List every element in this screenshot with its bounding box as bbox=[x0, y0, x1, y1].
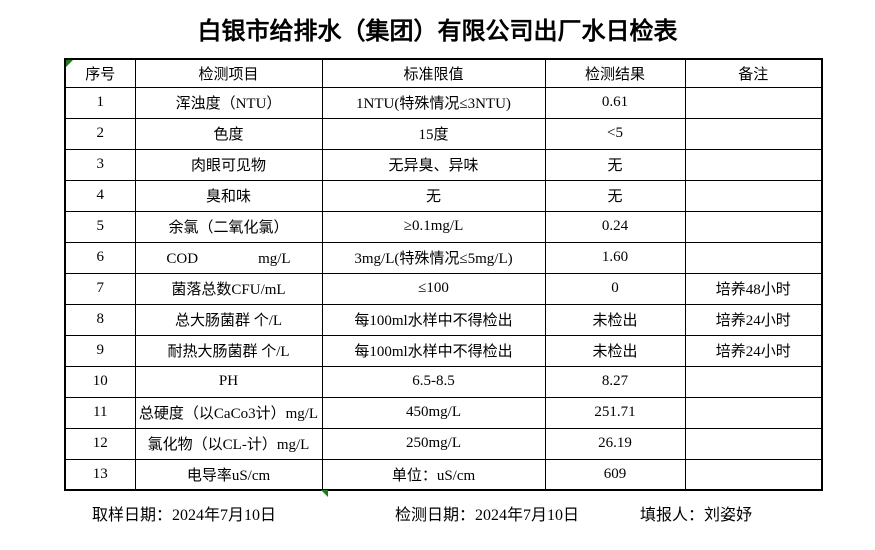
cell-standard[interactable]: ≥0.1mg/L bbox=[321, 210, 546, 243]
cell-index[interactable]: 12 bbox=[64, 427, 136, 460]
cell-standard[interactable]: 无异臭、异味 bbox=[321, 148, 546, 181]
cell-standard[interactable]: 1NTU(特殊情况≤3NTU) bbox=[321, 86, 546, 119]
col-header-remark[interactable]: 备注 bbox=[684, 58, 823, 88]
cell-note[interactable] bbox=[684, 210, 823, 243]
cell-index[interactable]: 3 bbox=[64, 148, 136, 181]
table-row: 12 氯化物（以CL-计）mg/L 250mg/L 26.19 bbox=[64, 427, 823, 460]
cell-standard[interactable]: 6.5-8.5 bbox=[321, 365, 546, 398]
cell-result[interactable]: 0.61 bbox=[544, 86, 686, 119]
cell-note[interactable] bbox=[684, 365, 823, 398]
cell-note[interactable] bbox=[684, 86, 823, 119]
cell-index[interactable]: 6 bbox=[64, 241, 136, 274]
reporter-name: 填报人：刘姿妤 bbox=[640, 507, 753, 524]
sheet-title: 白银市给排水（集团）有限公司出厂水日检表 bbox=[197, 19, 678, 45]
cell-note[interactable] bbox=[684, 427, 823, 460]
cell-index[interactable]: 9 bbox=[64, 334, 136, 367]
cell-index[interactable]: 5 bbox=[64, 210, 136, 243]
table-row: 9 耐热大肠菌群 个/L 每100ml水样中不得检出 未检出 培养24小时 bbox=[64, 334, 823, 367]
col-header-item[interactable]: 检测项目 bbox=[134, 58, 323, 88]
cell-index[interactable]: 7 bbox=[64, 272, 136, 305]
cell-index[interactable]: 11 bbox=[64, 396, 136, 429]
cell-note[interactable] bbox=[684, 396, 823, 429]
cell-result[interactable]: 0 bbox=[544, 272, 686, 305]
table-row: 5 余氯（二氧化氯） ≥0.1mg/L 0.24 bbox=[64, 210, 823, 243]
cell-standard[interactable]: ≤100 bbox=[321, 272, 546, 305]
cell-result[interactable]: 8.27 bbox=[544, 365, 686, 398]
table-row: 2 色度 15度 <5 bbox=[64, 117, 823, 150]
cell-note[interactable]: 培养48小时 bbox=[684, 272, 823, 305]
cell-standard[interactable]: 每100ml水样中不得检出 bbox=[321, 334, 546, 367]
cell-item[interactable]: 臭和味 bbox=[134, 179, 323, 212]
cell-standard[interactable]: 250mg/L bbox=[321, 427, 546, 460]
cell-result[interactable]: 无 bbox=[544, 148, 686, 181]
cell-item[interactable]: 氯化物（以CL-计）mg/L bbox=[134, 427, 323, 460]
cell-item[interactable]: 菌落总数CFU/mL bbox=[134, 272, 323, 305]
cell-standard[interactable]: 15度 bbox=[321, 117, 546, 150]
cell-index[interactable]: 8 bbox=[64, 303, 136, 336]
excel-error-triangle-icon bbox=[321, 490, 328, 497]
col-header-index[interactable]: 序号 bbox=[64, 58, 136, 88]
table-row: 4 臭和味 无 无 bbox=[64, 179, 823, 212]
excel-error-triangle-icon bbox=[66, 60, 73, 67]
cell-item[interactable]: 总硬度（以CaCo3计）mg/L bbox=[134, 396, 323, 429]
cell-result[interactable]: 251.71 bbox=[544, 396, 686, 429]
table-row: 13 电导率uS/cm 单位：uS/cm 609 bbox=[64, 458, 823, 491]
cell-item[interactable]: 总大肠菌群 个/L bbox=[134, 303, 323, 336]
cell-note[interactable]: 培养24小时 bbox=[684, 334, 823, 367]
cell-result[interactable]: 609 bbox=[544, 458, 686, 491]
cell-standard[interactable]: 无 bbox=[321, 179, 546, 212]
cell-result[interactable]: 0.24 bbox=[544, 210, 686, 243]
cell-result[interactable]: 26.19 bbox=[544, 427, 686, 460]
table-row: 7 菌落总数CFU/mL ≤100 0 培养48小时 bbox=[64, 272, 823, 305]
sampling-date: 取样日期：2024年7月10日 bbox=[92, 507, 277, 524]
cell-result[interactable]: 未检出 bbox=[544, 303, 686, 336]
cell-result[interactable]: 1.60 bbox=[544, 241, 686, 274]
cell-item[interactable]: PH bbox=[134, 365, 323, 398]
cell-index[interactable]: 2 bbox=[64, 117, 136, 150]
cell-note[interactable] bbox=[684, 241, 823, 274]
cell-item[interactable]: COD mg/L bbox=[134, 241, 323, 274]
table-row: 11 总硬度（以CaCo3计）mg/L 450mg/L 251.71 bbox=[64, 396, 823, 429]
cell-note[interactable] bbox=[684, 179, 823, 212]
cell-note[interactable]: 培养24小时 bbox=[684, 303, 823, 336]
cell-item[interactable]: 耐热大肠菌群 个/L bbox=[134, 334, 323, 367]
cell-index[interactable]: 10 bbox=[64, 365, 136, 398]
cell-item[interactable]: 电导率uS/cm bbox=[134, 458, 323, 491]
cell-result[interactable]: <5 bbox=[544, 117, 686, 150]
cell-result[interactable]: 未检出 bbox=[544, 334, 686, 367]
header-row: 序号 检测项目 标准限值 检测结果 备注 bbox=[64, 58, 823, 88]
cell-standard[interactable]: 每100ml水样中不得检出 bbox=[321, 303, 546, 336]
table-row: 3 肉眼可见物 无异臭、异味 无 bbox=[64, 148, 823, 181]
cell-item[interactable]: 肉眼可见物 bbox=[134, 148, 323, 181]
cell-index[interactable]: 4 bbox=[64, 179, 136, 212]
table-row: 10 PH 6.5-8.5 8.27 bbox=[64, 365, 823, 398]
cell-index[interactable]: 13 bbox=[64, 458, 136, 491]
cell-item[interactable]: 色度 bbox=[134, 117, 323, 150]
cell-result[interactable]: 无 bbox=[544, 179, 686, 212]
col-header-result[interactable]: 检测结果 bbox=[544, 58, 686, 88]
cell-index[interactable]: 1 bbox=[64, 86, 136, 119]
table-row: 6 COD mg/L 3mg/L(特殊情况≤5mg/L) 1.60 bbox=[64, 241, 823, 274]
cell-note[interactable] bbox=[684, 458, 823, 491]
table-row: 1 浑浊度（NTU） 1NTU(特殊情况≤3NTU) 0.61 bbox=[64, 86, 823, 119]
table-row: 8 总大肠菌群 个/L 每100ml水样中不得检出 未检出 培养24小时 bbox=[64, 303, 823, 336]
cell-standard[interactable]: 单位：uS/cm bbox=[321, 458, 546, 491]
cell-note[interactable] bbox=[684, 148, 823, 181]
cell-item[interactable]: 余氯（二氧化氯） bbox=[134, 210, 323, 243]
inspection-table: 序号 检测项目 标准限值 检测结果 备注 1 浑浊度（NTU） 1NTU(特殊情… bbox=[64, 58, 823, 491]
testing-date: 检测日期：2024年7月10日 bbox=[395, 507, 580, 524]
cell-note[interactable] bbox=[684, 117, 823, 150]
cell-item[interactable]: 浑浊度（NTU） bbox=[134, 86, 323, 119]
col-header-standard[interactable]: 标准限值 bbox=[321, 58, 546, 88]
cell-standard[interactable]: 3mg/L(特殊情况≤5mg/L) bbox=[321, 241, 546, 274]
cell-standard[interactable]: 450mg/L bbox=[321, 396, 546, 429]
